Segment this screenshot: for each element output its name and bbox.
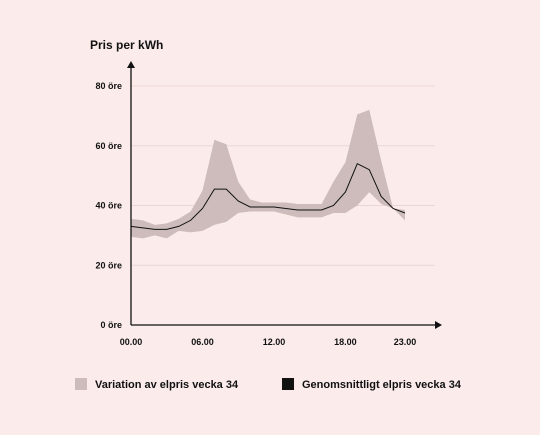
legend-label-variation: Variation av elpris vecka 34	[95, 379, 239, 391]
variation-band	[131, 109, 405, 239]
y-tick-label: 0 öre	[100, 320, 122, 330]
y-tick-label: 40 öre	[95, 201, 122, 211]
y-tick-label: 20 öre	[95, 260, 122, 270]
legend-label-average: Genomsnittligt elpris vecka 34	[302, 379, 462, 391]
average-price-line	[130, 163, 406, 230]
x-tick-label: 06.00	[191, 337, 214, 347]
x-axis-arrow	[435, 321, 442, 329]
legend-swatch-average	[282, 378, 294, 390]
y-tick-label: 80 öre	[95, 81, 122, 91]
y-axis-arrow	[127, 61, 135, 68]
y-tick-labels: 0 öre 20 öre 40 öre 60 öre 80 öre	[95, 81, 122, 330]
grid-lines	[131, 85, 435, 266]
legend-swatch-variation	[75, 378, 87, 390]
y-axis-label: Pris per kWh	[90, 38, 163, 52]
axes	[127, 61, 442, 329]
x-tick-label: 12.00	[263, 337, 286, 347]
x-tick-label: 18.00	[334, 337, 357, 347]
average-line-layer	[130, 163, 406, 230]
x-tick-label: 23.00	[394, 337, 417, 347]
y-tick-label: 60 öre	[95, 141, 122, 151]
x-tick-label: 00.00	[120, 337, 143, 347]
legend: Variation av elpris vecka 34 Genomsnittli…	[75, 378, 462, 391]
range-layer	[131, 109, 405, 239]
x-tick-labels: 00.00 06.00 12.00 18.00 23.00	[120, 337, 417, 347]
